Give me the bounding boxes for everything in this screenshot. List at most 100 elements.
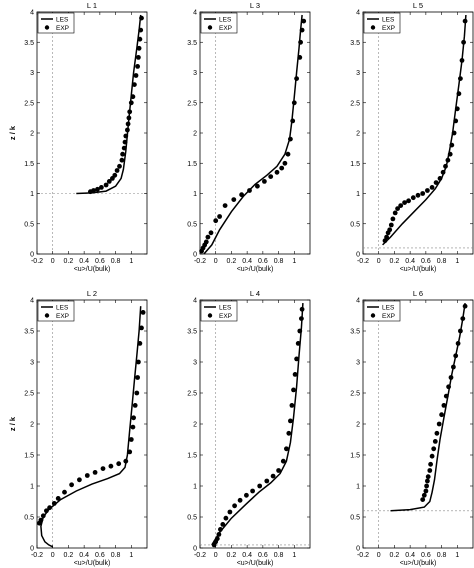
- exp-point: [84, 473, 90, 478]
- x-tick-label: 0.8: [437, 552, 447, 559]
- x-axis-label: <u>/U(bulk): [74, 560, 111, 567]
- y-tick-label: 0: [193, 546, 197, 553]
- y-tick-label: 3: [356, 360, 360, 367]
- exp-point: [279, 165, 285, 171]
- exp-point: [218, 527, 223, 532]
- exp-point: [270, 473, 276, 479]
- x-tick-label: -0.2: [31, 552, 43, 559]
- y-tick-label: 1.5: [187, 453, 197, 460]
- y-tick-label: 0.5: [187, 515, 197, 522]
- x-tick-label: 0: [214, 552, 218, 559]
- y-tick-label: 2: [30, 131, 34, 138]
- exp-point: [116, 461, 122, 467]
- exp-point: [441, 403, 447, 408]
- exp-point: [114, 168, 120, 173]
- x-tick-label: 0.4: [79, 258, 89, 265]
- y-tick-label: 0: [356, 252, 360, 259]
- exp-point: [128, 437, 134, 442]
- exp-point: [120, 151, 125, 157]
- exp-point: [127, 109, 133, 115]
- exp-point: [295, 341, 301, 346]
- x-tick-label: 0.2: [64, 258, 74, 265]
- exp-point: [100, 466, 106, 471]
- x-axis-label: <u>/U(bulk): [400, 560, 437, 567]
- legend-exp-swatch: [44, 25, 50, 30]
- plot-frame: [36, 11, 148, 255]
- legend-exp-swatch: [44, 313, 50, 318]
- exp-point: [123, 458, 129, 464]
- exp-point: [136, 45, 142, 51]
- exp-point: [288, 136, 293, 142]
- y-tick-label: 1.5: [187, 161, 197, 168]
- exp-point: [222, 203, 228, 209]
- exp-point: [126, 115, 132, 121]
- exp-point: [213, 218, 219, 224]
- exp-point: [455, 341, 461, 346]
- subplot-l6: -0.2 0 0.2 0.4 0.6 0.8 100.511.522.533.54L 6<u…: [350, 289, 474, 567]
- x-tick-label: 0.4: [79, 552, 89, 559]
- x-tick-label: 0.4: [405, 552, 415, 559]
- subplot-title: L 1: [87, 1, 97, 10]
- exp-point: [95, 186, 100, 192]
- x-tick-label: 1: [292, 258, 296, 265]
- exp-point: [137, 36, 143, 42]
- exp-point: [282, 160, 288, 166]
- x-axis-label: <u>/U(bulk): [237, 560, 274, 567]
- exp-point: [429, 453, 435, 459]
- x-tick-label: 0.6: [95, 552, 105, 559]
- exp-point: [427, 468, 433, 473]
- legend-les-label: LES: [56, 17, 69, 24]
- exp-point: [460, 316, 466, 321]
- exp-point: [443, 393, 449, 399]
- exp-point: [117, 163, 122, 169]
- exp-point: [402, 200, 407, 206]
- exp-point: [136, 55, 141, 60]
- exp-point: [125, 121, 131, 127]
- exp-point: [123, 133, 129, 139]
- exp-point: [425, 474, 431, 480]
- exp-point: [132, 403, 138, 408]
- y-tick-label: 1: [356, 191, 360, 198]
- exp-point: [122, 139, 128, 145]
- exp-point: [437, 176, 443, 181]
- exp-point: [425, 188, 430, 193]
- x-tick-label: 0.6: [95, 258, 105, 265]
- exp-point: [55, 496, 61, 501]
- y-tick-label: 3.5: [187, 40, 197, 47]
- exp-point: [139, 325, 144, 331]
- exp-point: [292, 372, 298, 377]
- y-tick-label: 2: [193, 131, 197, 138]
- legend-exp-swatch: [207, 25, 213, 30]
- exp-point: [264, 478, 270, 484]
- exp-point: [214, 536, 220, 542]
- y-tick-label: 3.5: [24, 329, 34, 336]
- exp-point: [462, 303, 468, 309]
- y-tick-label: 2.5: [24, 391, 34, 398]
- y-tick-label: 0.5: [24, 515, 34, 522]
- exp-point: [398, 203, 404, 209]
- exp-point: [62, 489, 67, 495]
- x-tick-label: -0.2: [31, 258, 43, 265]
- exp-point: [44, 508, 49, 514]
- y-tick-label: 2.5: [187, 100, 197, 107]
- exp-point: [137, 341, 143, 346]
- exp-point: [456, 91, 462, 97]
- x-tick-label: 1: [455, 258, 459, 265]
- exp-point: [298, 39, 303, 45]
- x-tick-label: 0.4: [405, 258, 415, 265]
- exp-point: [299, 306, 305, 312]
- exp-point: [459, 58, 465, 63]
- exp-point: [299, 316, 304, 321]
- exp-point: [47, 505, 52, 511]
- exp-point: [99, 185, 104, 190]
- exp-point: [255, 183, 260, 189]
- y-tick-label: 2.5: [350, 391, 360, 398]
- y-tick-label: 2.5: [350, 100, 360, 107]
- legend-exp-label: EXP: [219, 313, 232, 320]
- exp-point: [205, 234, 211, 240]
- y-tick-label: 2: [30, 422, 34, 429]
- exp-point: [69, 482, 74, 488]
- legend-exp-swatch: [207, 313, 213, 318]
- exp-point: [425, 478, 430, 484]
- exp-point: [217, 214, 223, 219]
